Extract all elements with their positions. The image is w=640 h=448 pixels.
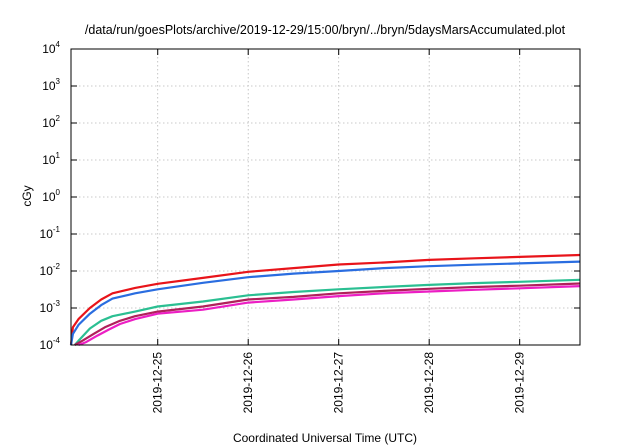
y-tick-label: 103 (42, 77, 60, 93)
series-line-2 (69, 260, 581, 346)
y-tick-label: 100 (42, 188, 60, 204)
x-tick-labels: 2019-12-25 2019-12-26 2019-12-27 2019-12-28… (151, 352, 527, 414)
y-tick-label: 104 (42, 40, 60, 56)
series-line-3 (73, 278, 581, 346)
y-tick-label: 101 (42, 151, 60, 167)
y-tick-label: 10-1 (40, 225, 61, 241)
x-tick-label: 2019-12-25 (151, 352, 165, 414)
y-axis-label: cGy (20, 185, 34, 206)
x-tick-label: 2019-12-28 (422, 352, 436, 414)
y-tick-label: 10-2 (40, 262, 61, 278)
y-tick-label: 102 (42, 114, 60, 130)
y-tick-labels: 10-4 10-3 10-2 10-1 100 101 102 103 104 (40, 40, 61, 352)
series-line-4 (74, 282, 581, 346)
y-tick-label: 10-3 (40, 299, 61, 315)
x-axis-label: Coordinated Universal Time (UTC) (233, 431, 417, 445)
x-tick-label: 2019-12-29 (513, 352, 527, 414)
chart-title: /data/run/goesPlots/archive/2019-12-29/1… (85, 23, 566, 37)
series-line-1 (69, 253, 581, 346)
series-line-5 (78, 285, 581, 347)
y-tick-label: 10-4 (40, 336, 61, 352)
grid (71, 49, 580, 345)
tick-marks (71, 48, 580, 346)
x-tick-label: 2019-12-26 (241, 352, 255, 414)
series-group (69, 253, 581, 347)
x-tick-label: 2019-12-27 (332, 352, 346, 414)
